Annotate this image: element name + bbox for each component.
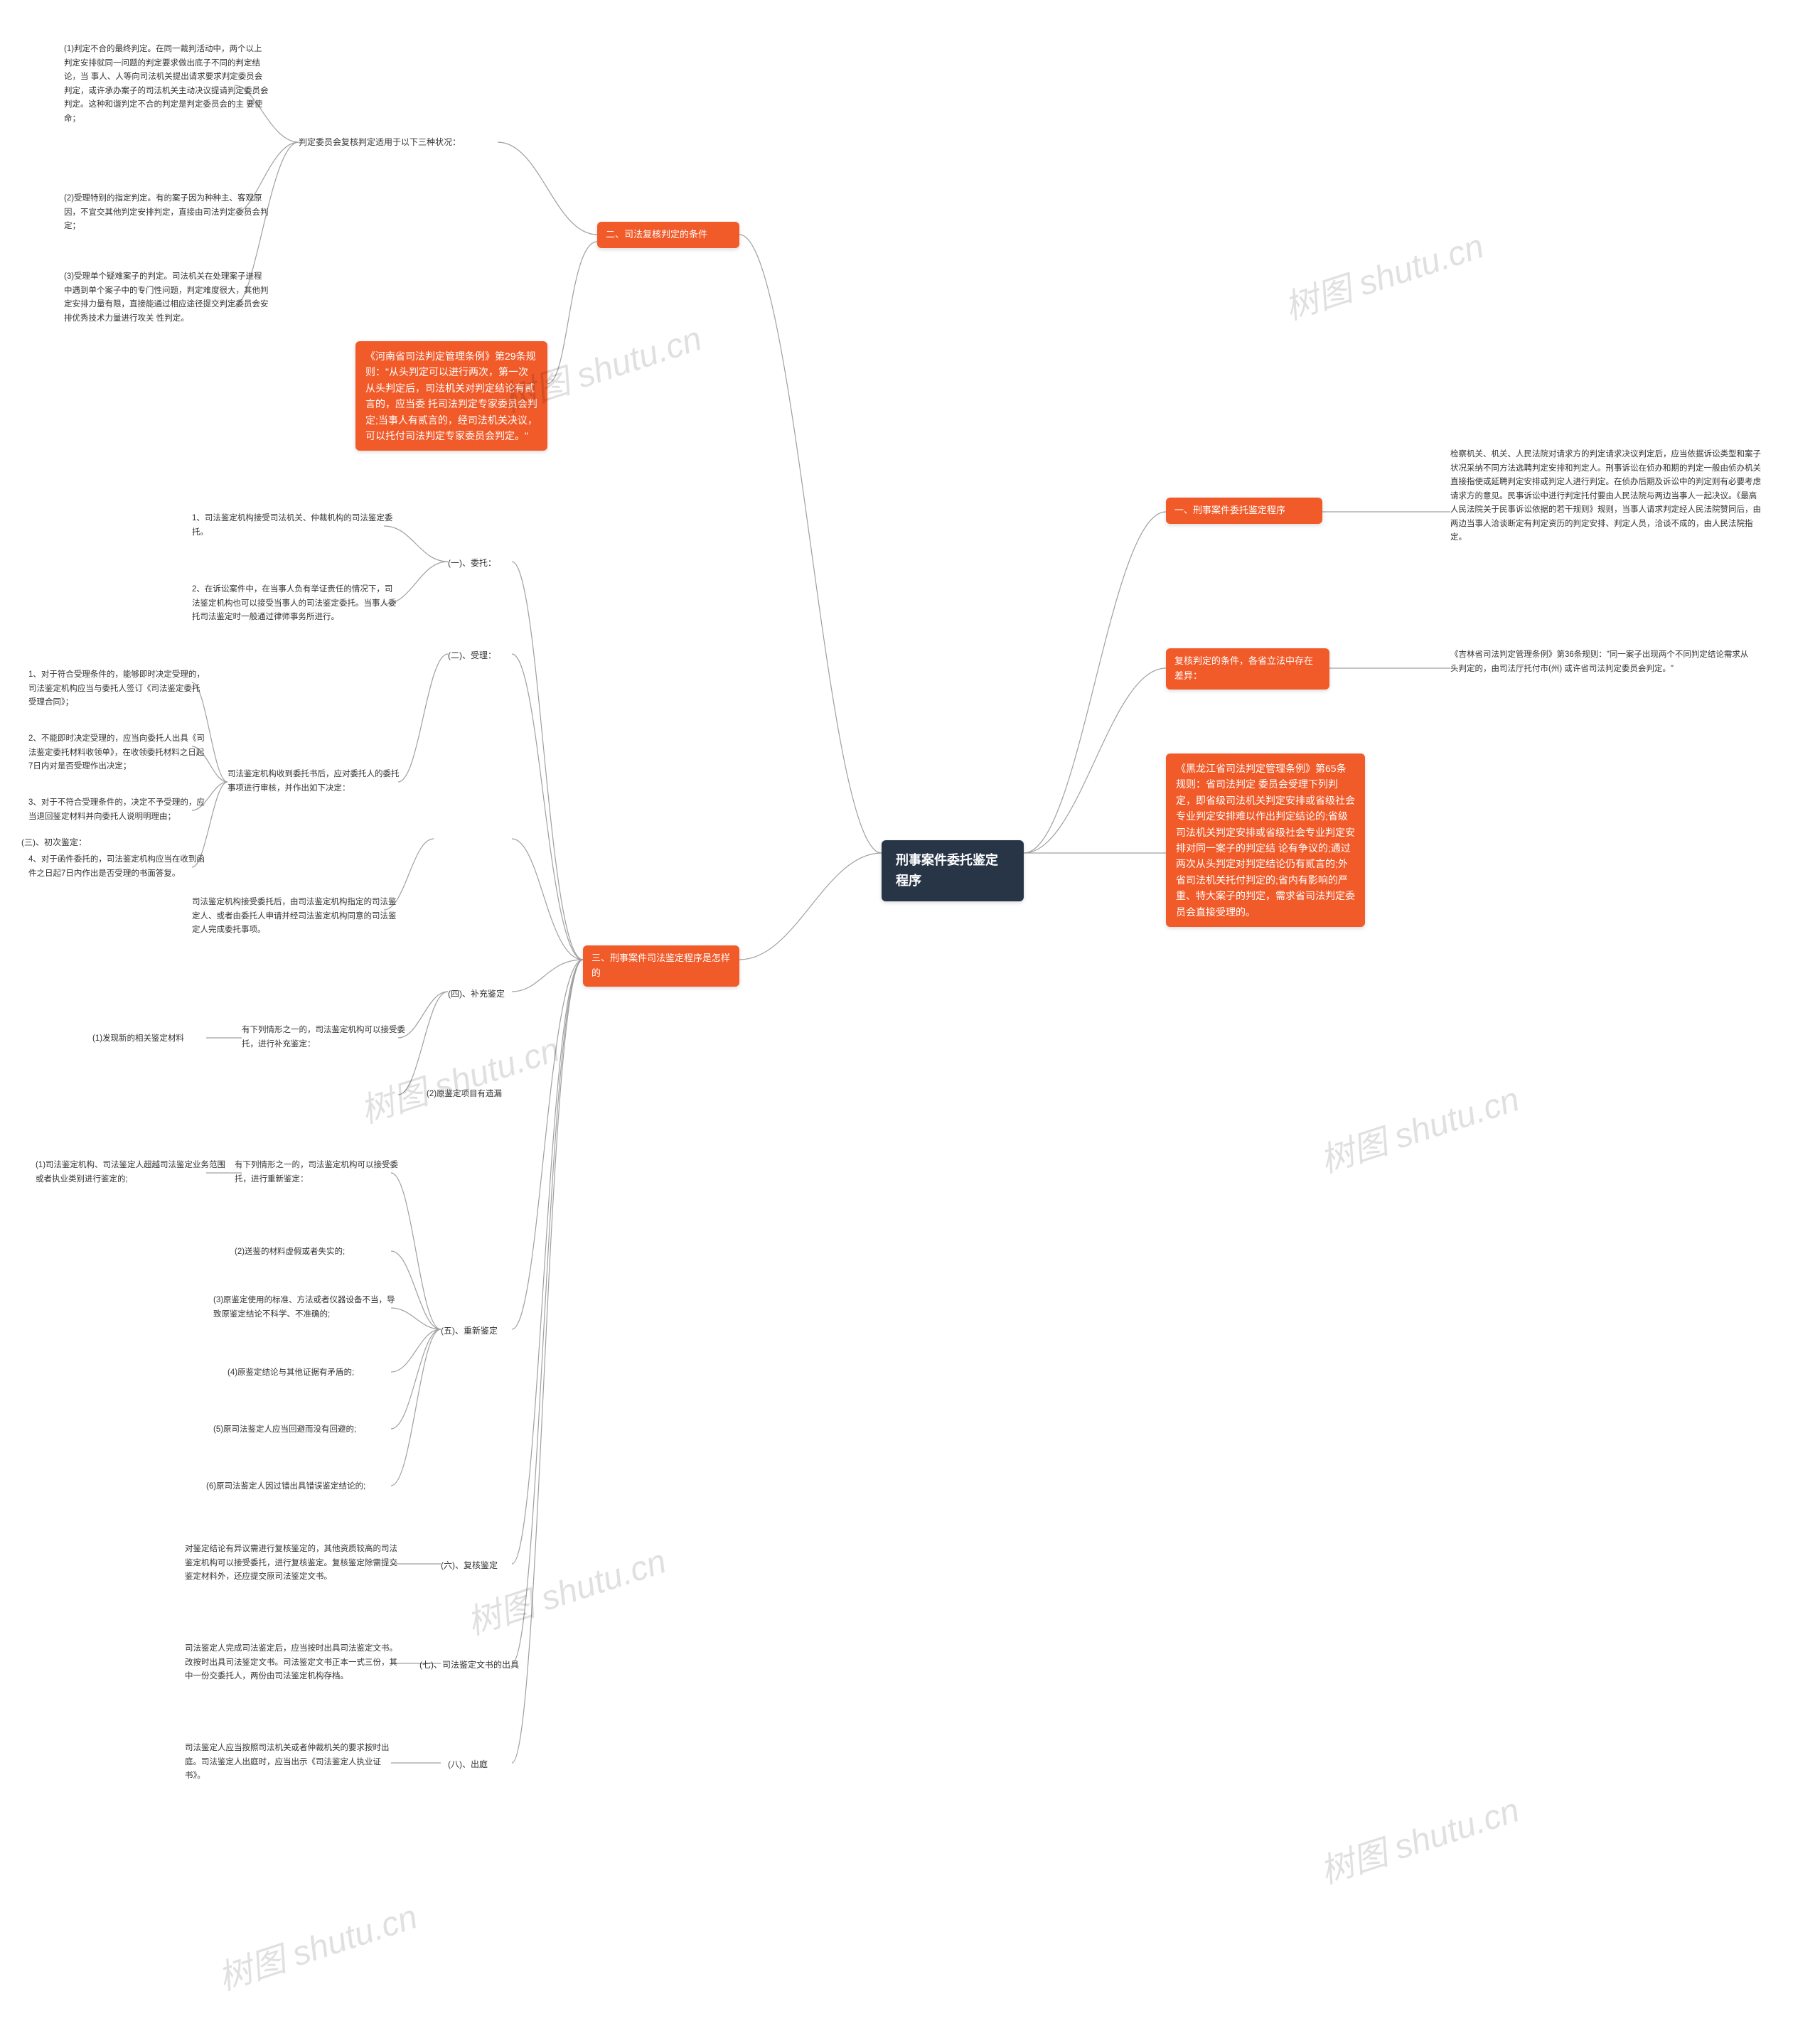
s2-a: 1、对于符合受理条件的，能够即时决定受理的，司法鉴定机构应当与委托人签订《司法鉴… [28, 668, 206, 710]
s2-label: (二)、受理： [448, 648, 519, 663]
s4-label: (四)、补充鉴定 [448, 987, 533, 1001]
watermark: 树图 shutu.cn [1312, 1782, 1524, 1893]
sec2-b: (2)受理特别的指定判定。有的案子因为种种主、客观原因，不宜交其他判定安排判定，… [64, 192, 270, 234]
s5-lead: 有下列情形之一的，司法鉴定机构可以接受委托，进行重新鉴定： [235, 1159, 398, 1186]
sec2-a: (1)判定不合的最终判定。在同一裁判活动中，两个以上判定安排就同一问题的判定要求… [64, 43, 270, 126]
s5-d: (4)原鉴定结论与其他证据有矛盾的; [228, 1366, 398, 1380]
s7-label: (七)、司法鉴定文书的出具 [419, 1658, 547, 1672]
s5-b: (2)送鉴的材料虚假或者失实的; [235, 1245, 398, 1260]
desc-r1: 检察机关、机关、人民法院对请求方的判定请求决议判定后，应当依据诉讼类型和案子状况… [1450, 448, 1763, 545]
s1-label: (一)、委托： [448, 556, 519, 570]
s6-text: 对鉴定结论有异议需进行复核鉴定的，其他资质较高的司法鉴定机构可以接受委托，进行复… [185, 1543, 398, 1584]
s3-text: 司法鉴定机构接受委托后，由司法鉴定机构指定的司法鉴定人、或者由委托人申请并经司法… [192, 896, 398, 938]
s8-label: (八)、出庭 [448, 1757, 533, 1771]
s7-text: 司法鉴定人完成司法鉴定后，应当按时出具司法鉴定文书。改按时出具司法鉴定文书。司法… [185, 1642, 398, 1684]
sec2-c: (3)受理单个疑难案子的判定。司法机关在处理案子进程中遇到单个案子中的专门性问题… [64, 270, 270, 326]
edge-layer [0, 0, 1820, 2038]
node-r1: 一、刑事案件委托鉴定程序 [1166, 498, 1322, 524]
s6-label: (六)、复核鉴定 [441, 1558, 526, 1572]
s4-a: (1)发现新的相关鉴定材料 [92, 1032, 213, 1046]
s2-lead: 司法鉴定机构收到委托书后，应对委托人的委托事项进行审核，并作出如下决定： [228, 768, 405, 795]
s2-b: 2、不能即时决定受理的，应当向委托人出具《司法鉴定委托材料收领单》，在收领委托材… [28, 732, 206, 774]
s8-text: 司法鉴定人应当按照司法机关或者仲裁机关的要求按时出庭。司法鉴定人出庭时，应当出示… [185, 1742, 398, 1784]
s5-label: (五)、重新鉴定 [441, 1324, 526, 1338]
s2-c: 3、对于不符合受理条件的，决定不予受理的，应当退回鉴定材料并向委托人说明明理由； [28, 796, 206, 824]
node-r3: 《黑龙江省司法判定管理条例》第65条规则：省司法判定 委员会受理下列判定，即省级… [1166, 753, 1365, 927]
s4-lead: 有下列情形之一的，司法鉴定机构可以接受委托，进行补充鉴定： [242, 1024, 405, 1051]
watermark: 树图 shutu.cn [210, 1889, 422, 2000]
s2-d: 4、对于函件委托的，司法鉴定机构应当在收到函件之日起7日内作出是否受理的书面答复… [28, 853, 206, 881]
s4-b: (2)原鉴定项目有遗漏 [427, 1088, 547, 1102]
s5-a: (1)司法鉴定机构、司法鉴定人超越司法鉴定业务范围或者执业类别进行鉴定的; [36, 1159, 228, 1186]
node-sec3: 三、刑事案件司法鉴定程序是怎样的 [583, 945, 739, 987]
s5-f: (6)原司法鉴定人因过错出具错误鉴定结论的; [206, 1480, 398, 1494]
node-r2: 复核判定的条件，各省立法中存在差异： [1166, 648, 1329, 690]
s1-a: 1、司法鉴定机构接受司法机关、仲裁机构的司法鉴定委托。 [192, 512, 398, 540]
s5-c: (3)原鉴定使用的标准、方法或者仪器设备不当，导致原鉴定结论不科学、不准确的; [213, 1294, 398, 1321]
s3-label: (三)、初次鉴定： [21, 835, 107, 849]
sec2-note: 《河南省司法判定管理条例》第29条规则："从头判定可以进行两次，第一次从头判定后… [355, 341, 547, 451]
watermark: 树图 shutu.cn [459, 1533, 671, 1644]
sec2-trigger: 判定委员会复核判定适用于以下三种状况： [299, 135, 505, 149]
s1-b: 2、在诉讼案件中，在当事人负有举证责任的情况下，司法鉴定机构也可以接受当事人的司… [192, 583, 398, 625]
desc-r2: 《吉林省司法判定管理条例》第36条规则："同一案子出现两个不同判定结论需求从头判… [1450, 648, 1749, 676]
watermark: 树图 shutu.cn [1277, 218, 1489, 329]
s5-e: (5)原司法鉴定人应当回避而没有回避的; [213, 1423, 398, 1437]
node-sec2: 二、司法复核判定的条件 [597, 222, 739, 248]
watermark: 树图 shutu.cn [1312, 1071, 1524, 1182]
root-node: 刑事案件委托鉴定程序 [882, 840, 1024, 901]
